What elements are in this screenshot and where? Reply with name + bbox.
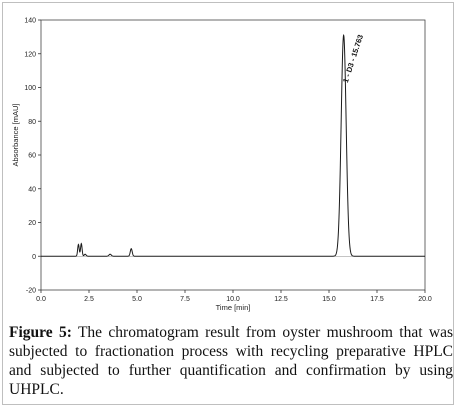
x-tick-label: 2.5: [84, 296, 94, 303]
caption-label: Figure 5:: [9, 324, 72, 341]
x-tick-label: 10.0: [226, 296, 240, 303]
y-tick-label: 0: [32, 254, 36, 261]
x-tick-label: 20.0: [418, 296, 432, 303]
plot-frame: [40, 19, 426, 291]
figure-caption: Figure 5: The chromatogram result from o…: [9, 323, 453, 399]
y-tick-label: 120: [24, 51, 36, 58]
y-axis-label: Absorbance [mAU]: [11, 104, 20, 167]
y-tick-label: 80: [28, 119, 36, 126]
y-tick-label: 40: [28, 186, 36, 193]
y-tick-label: 20: [28, 220, 36, 227]
x-tick-label: 12.5: [274, 296, 288, 303]
y-tick-label: 60: [28, 153, 36, 160]
x-tick-label: 7.5: [180, 296, 190, 303]
x-tick-label: 5.0: [132, 296, 142, 303]
chromatogram-chart: -20 0 20 40 60 80 100 120 140 0.0 2.5 5.0 7.5 10.0 12.…: [11, 18, 432, 313]
x-axis-label: Time [min]: [216, 303, 251, 312]
y-tick-label: -20: [26, 288, 36, 295]
y-tick-label: 100: [24, 85, 36, 92]
y-tick-label: 140: [24, 18, 36, 25]
figure-frame: -20 0 20 40 60 80 100 120 140 0.0 2.5 5.0 7.5 10.0 12.…: [2, 2, 454, 405]
caption-text: The chromatogram result from oyster mush…: [9, 324, 453, 398]
chart-area: -20 0 20 40 60 80 100 120 140 0.0 2.5 5.0 7.5 10.0 12.…: [7, 7, 453, 313]
signal-trace: [41, 34, 425, 257]
x-tick-label: 17.5: [370, 296, 384, 303]
x-tick-label: 0.0: [36, 296, 46, 303]
x-tick-label: 15.0: [322, 296, 336, 303]
